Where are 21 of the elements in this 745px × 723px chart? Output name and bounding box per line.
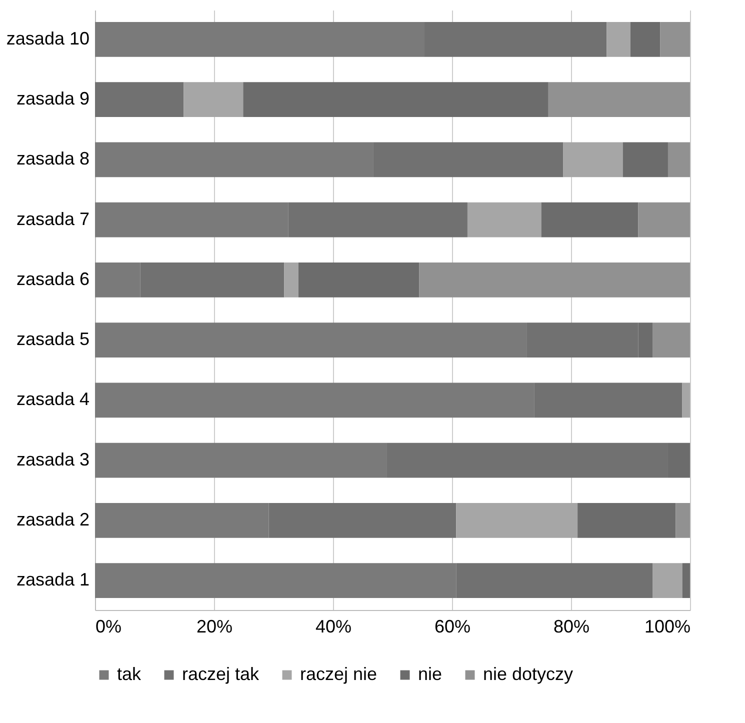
y-tick-label: zasada 9 (16, 88, 90, 109)
legend-label: nie (418, 664, 442, 684)
y-tick-label: zasada 7 (16, 208, 90, 229)
legend-label: tak (117, 664, 142, 684)
y-tick-label: zasada 4 (16, 389, 90, 410)
y-tick-label: zasada 8 (16, 148, 90, 169)
legend-label: raczej nie (300, 664, 378, 684)
x-tick-label: 80% (553, 616, 590, 636)
y-tick-label: zasada 6 (16, 268, 90, 289)
y-tick-label: zasada 3 (16, 449, 90, 470)
y-tick-label: zasada 5 (16, 329, 90, 350)
x-tick-label: 20% (196, 616, 233, 636)
legend-label: nie dotyczy (483, 664, 574, 684)
x-tick-label: 40% (315, 616, 352, 636)
y-tick-label: zasada 2 (16, 509, 90, 530)
x-tick-label: 100% (644, 616, 690, 636)
legend-label: raczej tak (182, 664, 260, 684)
x-tick-label: 0% (96, 616, 122, 636)
y-tick-label: zasada 10 (6, 28, 90, 48)
y-tick-label: zasada 1 (16, 570, 90, 590)
x-tick-label: 60% (434, 616, 471, 636)
